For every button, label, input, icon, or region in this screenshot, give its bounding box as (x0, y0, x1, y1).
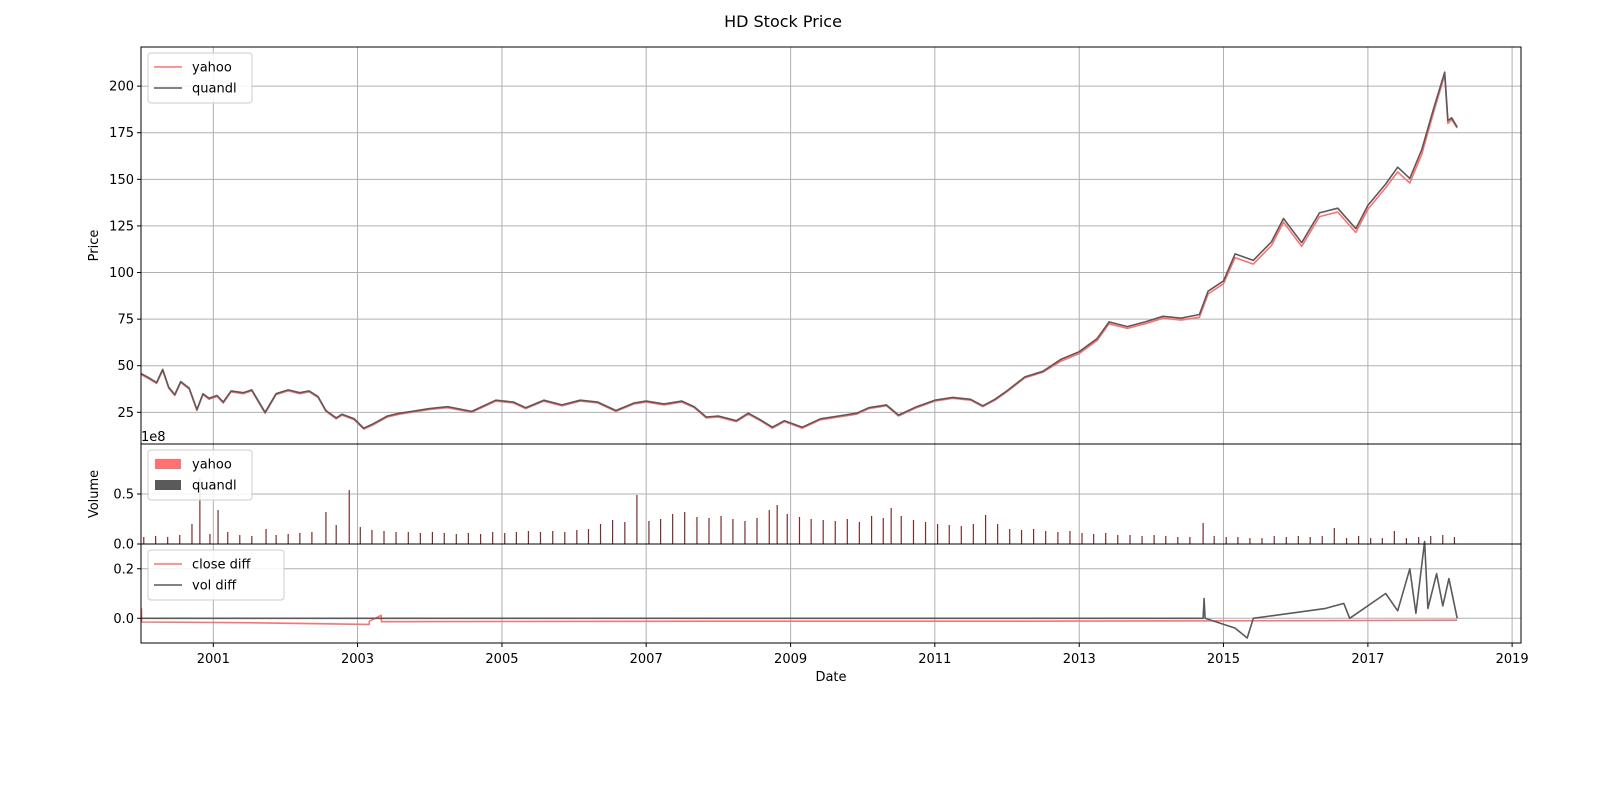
x-tick-label: 2015 (1207, 652, 1240, 667)
x-tick-label: 2009 (774, 652, 807, 667)
legend-label: close diff (192, 558, 251, 573)
y-tick-label: 125 (109, 219, 134, 234)
x-tick-label: 2013 (1063, 652, 1096, 667)
series-line-quandl (141, 71, 1458, 429)
y-tick-label: 75 (117, 313, 134, 328)
y-tick-label: 50 (117, 359, 134, 374)
series-line-close-diff (140, 608, 1458, 626)
legend-label: vol diff (192, 579, 237, 594)
panel-3: 0.0 0.2 close diff vol diff (113, 540, 1522, 644)
legend-swatch (155, 459, 181, 469)
y-tick-label: 0.5 (113, 488, 134, 503)
y-tick-label: 25 (117, 406, 134, 421)
x-tick-label: 2017 (1351, 652, 1384, 667)
y-tick-label: 0.0 (113, 612, 134, 627)
series-line-vol-diff (141, 540, 1458, 639)
panel-1: 25 50 75 100 125 150 175 200 Price yahoo quandl (87, 46, 1522, 445)
y-axis-label: Price (87, 230, 102, 262)
legend: yahoo quandl (147, 52, 253, 104)
y-tick-label: 150 (109, 173, 134, 188)
chart-area: 255075100125150175200Priceyahooquandl0.0… (87, 46, 1529, 667)
legend: yahoo quandl (147, 449, 253, 501)
x-tick-label: 2007 (630, 652, 663, 667)
chart-title: HD Stock Price (724, 12, 842, 31)
x-tick-label: 2011 (918, 652, 951, 667)
x-tick-label: 2003 (341, 652, 374, 667)
x-tick-label: 2019 (1496, 652, 1529, 667)
x-tick-label: 2001 (197, 652, 230, 667)
legend-label: yahoo (192, 458, 232, 473)
x-axis-label: Date (815, 670, 846, 685)
legend: close diff vol diff (147, 549, 285, 601)
legend-swatch (155, 480, 181, 490)
y-tick-label: 100 (109, 266, 134, 281)
y-tick-label: 0.2 (113, 562, 134, 577)
y-tick-label: 200 (109, 80, 134, 95)
legend-box (147, 52, 253, 104)
legend-box (147, 549, 285, 601)
y-tick-label: 175 (109, 126, 134, 141)
legend-label: yahoo (192, 61, 232, 76)
legend-label: quandl (192, 479, 237, 494)
x-tick-label: 2005 (485, 652, 518, 667)
axes-frame (140, 543, 1522, 644)
y-tick-label: 0.0 (113, 538, 134, 553)
panel-2: 0.0 0.5 1e8 Volume yahoo quandl (87, 430, 1522, 553)
y-axis-label: Volume (87, 470, 102, 518)
y-offset-label: 1e8 (141, 430, 166, 445)
legend-label: quandl (192, 82, 237, 97)
